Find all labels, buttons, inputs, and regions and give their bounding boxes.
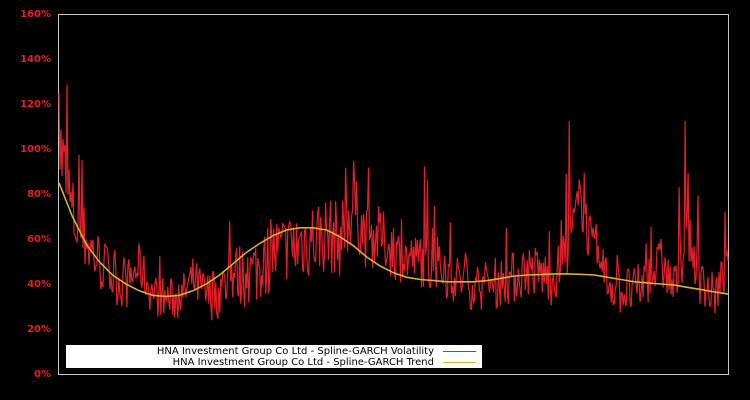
plot-frame — [58, 14, 729, 375]
y-tick-60: 60% — [27, 234, 51, 245]
chart-legend: HNA Investment Group Co Ltd - Spline-GAR… — [66, 345, 482, 368]
y-tick-160: 160% — [20, 9, 51, 20]
y-tick-100: 100% — [20, 144, 51, 155]
y-tick-120: 120% — [20, 99, 51, 110]
y-tick-140: 140% — [20, 54, 51, 65]
volatility-line — [58, 84, 729, 321]
legend-swatch-trend — [443, 362, 476, 363]
legend-item-volatility: HNA Investment Group Co Ltd - Spline-GAR… — [157, 346, 482, 357]
legend-item-trend: HNA Investment Group Co Ltd - Spline-GAR… — [173, 357, 482, 368]
y-tick-80: 80% — [27, 189, 51, 200]
legend-label-volatility: HNA Investment Group Co Ltd - Spline-GAR… — [156, 346, 434, 357]
legend-swatch-volatility — [443, 351, 476, 352]
y-tick-20: 20% — [27, 324, 51, 335]
y-tick-40: 40% — [27, 279, 51, 290]
volatility-series — [58, 84, 729, 321]
y-tick-0: 0% — [34, 369, 51, 380]
legend-label-trend: HNA Investment Group Co Ltd - Spline-GAR… — [172, 357, 434, 368]
trend-series — [58, 182, 729, 298]
